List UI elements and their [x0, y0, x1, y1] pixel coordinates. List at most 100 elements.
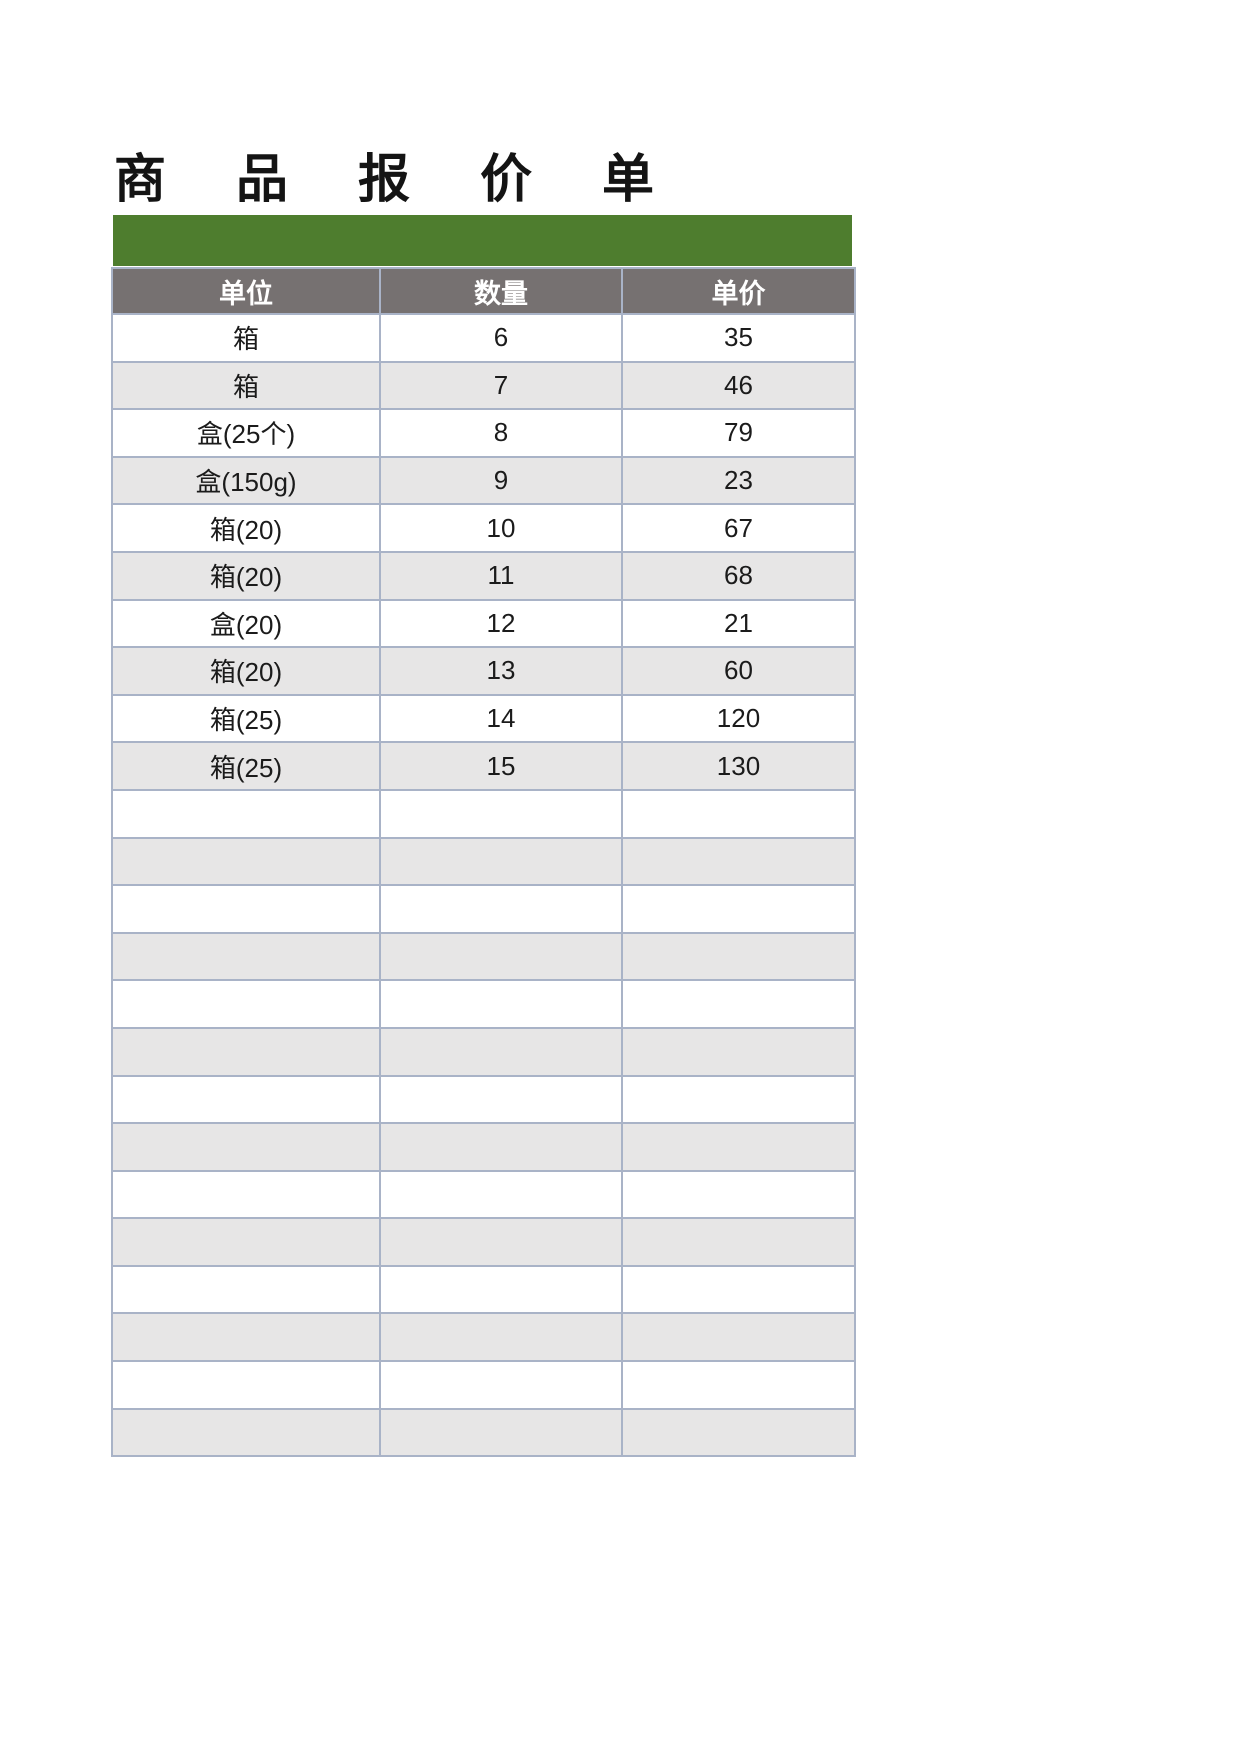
cell-unit: 箱(20) [111, 646, 381, 696]
cell-unit [111, 931, 381, 982]
cell-price: 120 [621, 693, 856, 744]
cell-unit: 箱(25) [111, 741, 381, 791]
cell-price [621, 1217, 856, 1267]
cell-price [621, 884, 856, 934]
cell-unit [111, 836, 381, 887]
cell-price [621, 979, 856, 1029]
table-row: 箱(20) 10 67 [111, 503, 856, 553]
table-row: 箱(25) 15 130 [111, 741, 856, 791]
cell-qty: 15 [379, 741, 623, 791]
table-row: 盒(150g) 9 23 [111, 455, 856, 506]
empty-row [111, 979, 856, 1029]
cell-price: 21 [621, 598, 856, 649]
cell-unit [111, 1169, 381, 1220]
cell-unit [111, 1360, 381, 1410]
cell-qty [379, 1026, 623, 1077]
cell-qty: 9 [379, 455, 623, 506]
cell-qty [379, 836, 623, 887]
cell-qty: 8 [379, 408, 623, 458]
cell-unit: 箱 [111, 313, 381, 363]
empty-row [111, 836, 856, 887]
cell-price [621, 1264, 856, 1315]
table-row: 箱 6 35 [111, 313, 856, 363]
empty-row [111, 1360, 856, 1410]
column-header-price: 单价 [621, 267, 856, 315]
cell-unit [111, 1122, 381, 1172]
empty-row [111, 1122, 856, 1172]
cell-unit [111, 1407, 381, 1458]
cell-qty: 6 [379, 313, 623, 363]
cell-qty: 14 [379, 693, 623, 744]
cell-unit: 箱 [111, 360, 381, 411]
cell-unit [111, 1026, 381, 1077]
cell-qty [379, 1264, 623, 1315]
cell-qty [379, 1360, 623, 1410]
empty-row [111, 1169, 856, 1220]
empty-row [111, 1407, 856, 1458]
empty-row [111, 931, 856, 982]
cell-unit [111, 884, 381, 934]
cell-price [621, 1026, 856, 1077]
table-row: 箱(25) 14 120 [111, 693, 856, 744]
cell-unit: 箱(20) [111, 550, 381, 601]
cell-price: 60 [621, 646, 856, 696]
quote-table-body: 箱 6 35 箱 7 46 盒(25个) 8 79 盒(150g) 9 23 箱(20) 10 67 箱(20… [111, 313, 856, 1458]
cell-price [621, 1122, 856, 1172]
page-title: 商品报价单 [114, 151, 725, 209]
cell-price [621, 1074, 856, 1125]
cell-price [621, 1169, 856, 1220]
empty-row [111, 788, 856, 839]
cell-qty [379, 788, 623, 839]
cell-price [621, 836, 856, 887]
cell-price [621, 788, 856, 839]
cell-qty [379, 1217, 623, 1267]
cell-qty [379, 1074, 623, 1125]
cell-unit [111, 1074, 381, 1125]
cell-price: 67 [621, 503, 856, 553]
cell-unit [111, 1217, 381, 1267]
cell-unit [111, 979, 381, 1029]
empty-row [111, 1264, 856, 1315]
cell-unit: 箱(20) [111, 503, 381, 553]
cell-unit: 盒(150g) [111, 455, 381, 506]
empty-row [111, 1026, 856, 1077]
cell-price [621, 1407, 856, 1458]
table-row: 盒(20) 12 21 [111, 598, 856, 649]
table-header-row: 单位 数量 单价 [111, 267, 856, 315]
cell-price [621, 1360, 856, 1410]
empty-row [111, 1312, 856, 1363]
cell-price [621, 931, 856, 982]
cell-qty [379, 931, 623, 982]
cell-unit [111, 1312, 381, 1363]
cell-qty [379, 1169, 623, 1220]
cell-unit: 盒(25个) [111, 408, 381, 458]
empty-row [111, 1074, 856, 1125]
empty-row [111, 1217, 856, 1267]
cell-qty: 10 [379, 503, 623, 553]
cell-price: 46 [621, 360, 856, 411]
cell-price: 130 [621, 741, 856, 791]
cell-price: 79 [621, 408, 856, 458]
cell-price: 68 [621, 550, 856, 601]
banner-bar [113, 215, 852, 266]
cell-price [621, 1312, 856, 1363]
cell-qty: 12 [379, 598, 623, 649]
cell-price: 23 [621, 455, 856, 506]
cell-qty [379, 1407, 623, 1458]
cell-price: 35 [621, 313, 856, 363]
cell-unit [111, 1264, 381, 1315]
cell-unit: 箱(25) [111, 693, 381, 744]
cell-unit: 盒(20) [111, 598, 381, 649]
quote-table: 单位 数量 单价 箱 6 35 箱 7 46 盒(25个) 8 79 盒(150g) 9 23 箱(20… [111, 267, 856, 1458]
cell-unit [111, 788, 381, 839]
empty-row [111, 884, 856, 934]
cell-qty [379, 884, 623, 934]
cell-qty [379, 1122, 623, 1172]
cell-qty: 13 [379, 646, 623, 696]
cell-qty: 11 [379, 550, 623, 601]
column-header-qty: 数量 [379, 267, 623, 315]
table-row: 箱(20) 11 68 [111, 550, 856, 601]
cell-qty [379, 979, 623, 1029]
table-row: 盒(25个) 8 79 [111, 408, 856, 458]
